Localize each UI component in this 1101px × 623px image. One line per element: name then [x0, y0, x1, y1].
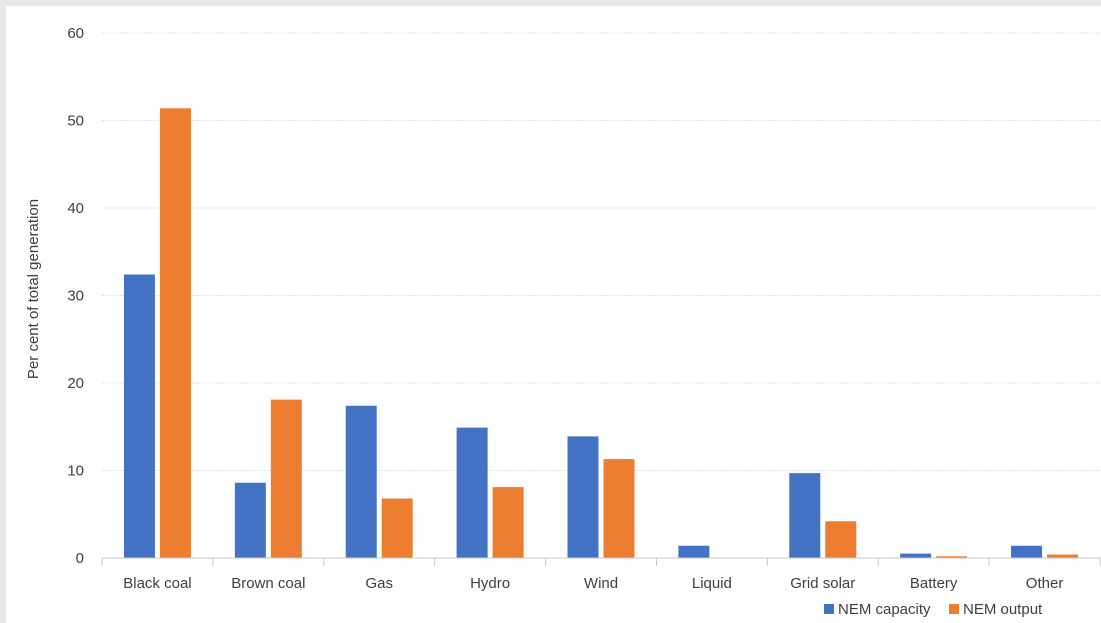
x-tick-label: Brown coal	[231, 575, 305, 592]
y-axis-label: Per cent of total generation	[25, 199, 42, 379]
chart-card: 0 10 20 30 40 50 60 Black coal Brown coal Gas Hyd…	[6, 6, 1101, 623]
bar-nem-capacity-black-coal	[123, 274, 155, 558]
y-tick-label: 10	[67, 463, 84, 480]
y-tick-label: 60	[67, 25, 84, 42]
bar-nem-capacity-grid-solar	[789, 473, 821, 558]
gridlines	[102, 32, 1100, 471]
y-tick-label: 0	[76, 550, 84, 567]
legend-swatch-nem-output	[949, 604, 959, 614]
bar-nem-output-other	[1047, 554, 1079, 558]
x-tick-label: Liquid	[692, 575, 732, 592]
y-axis-ticks: 0 10 20 30 40 50 60	[67, 25, 84, 567]
x-tick-label: Hydro	[470, 575, 510, 592]
bar-nem-capacity-other	[1011, 545, 1043, 558]
x-axis-ticks: Black coal Brown coal Gas Hydro Wind Liquid Gr…	[123, 575, 1063, 592]
bar-nem-capacity-battery	[900, 553, 932, 558]
x-tick-label: Other	[1026, 575, 1064, 592]
bar-nem-output-wind	[603, 459, 635, 558]
legend-swatch-nem-capacity	[824, 604, 834, 614]
x-tick-label: Battery	[910, 575, 958, 592]
y-tick-label: 30	[67, 288, 84, 305]
bar-nem-capacity-wind	[567, 436, 599, 558]
legend-label-nem-capacity: NEM capacity	[838, 601, 931, 618]
y-tick-label: 50	[67, 113, 84, 130]
bar-nem-capacity-liquid	[678, 545, 710, 558]
x-tick-label: Grid solar	[790, 575, 855, 592]
bar-nem-output-battery	[936, 556, 968, 558]
x-tick-label: Wind	[584, 575, 618, 592]
legend: NEM capacity NEM output	[824, 601, 1043, 618]
x-axis	[101, 557, 1101, 566]
bar-nem-output-hydro	[492, 487, 524, 558]
bar-nem-capacity-gas	[345, 405, 377, 558]
x-tick-label: Black coal	[123, 575, 191, 592]
bar-nem-capacity-brown-coal	[234, 482, 266, 558]
bar-nem-output-gas	[381, 498, 413, 558]
x-tick-label: Gas	[365, 575, 393, 592]
y-tick-label: 20	[67, 375, 84, 392]
legend-label-nem-output: NEM output	[963, 601, 1043, 618]
bar-nem-output-grid-solar	[825, 521, 857, 558]
bars	[123, 108, 1079, 558]
bar-chart: 0 10 20 30 40 50 60 Black coal Brown coal Gas Hyd…	[25, 25, 1101, 618]
bar-nem-output-brown-coal	[270, 399, 302, 558]
y-tick-label: 40	[67, 200, 84, 217]
bar-nem-capacity-hydro	[456, 427, 488, 558]
bar-nem-output-black-coal	[159, 108, 191, 558]
